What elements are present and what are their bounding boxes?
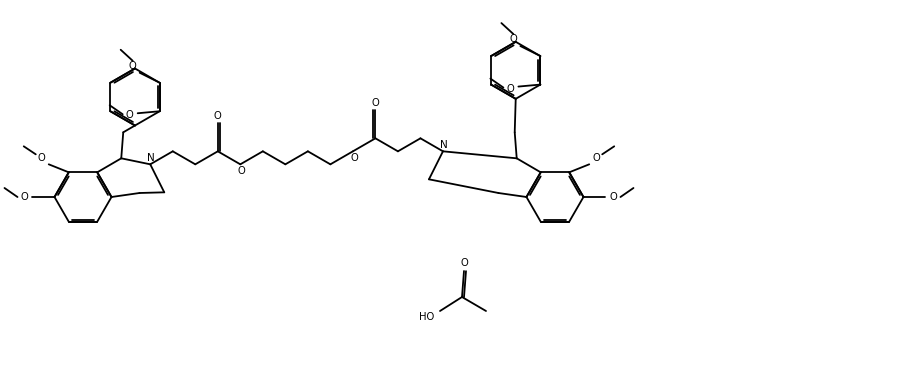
Text: O: O: [609, 192, 618, 202]
Text: O: O: [350, 153, 358, 163]
Text: O: O: [129, 61, 136, 71]
Text: O: O: [510, 34, 517, 44]
Text: O: O: [38, 153, 46, 163]
Text: N: N: [147, 153, 156, 163]
Text: O: O: [592, 153, 600, 163]
Text: O: O: [237, 166, 245, 176]
Text: O: O: [507, 83, 514, 94]
Text: O: O: [125, 110, 134, 120]
Text: O: O: [214, 111, 221, 121]
Text: N: N: [440, 140, 447, 150]
Text: HO: HO: [419, 312, 435, 322]
Text: O: O: [21, 192, 28, 202]
Text: O: O: [371, 98, 380, 108]
Text: O: O: [460, 259, 468, 269]
